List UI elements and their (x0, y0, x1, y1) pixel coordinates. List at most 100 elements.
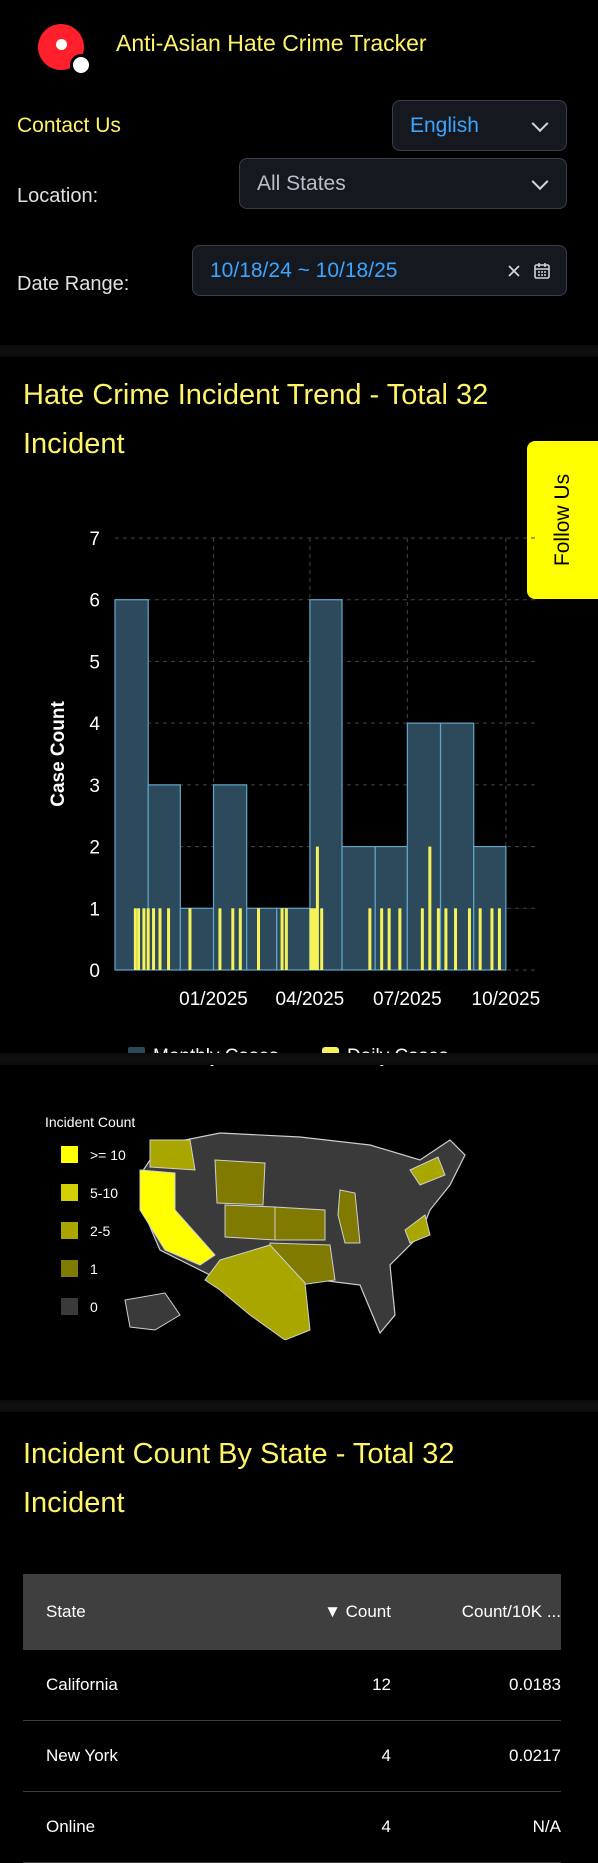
daily-bar (238, 908, 242, 970)
daily-bar (420, 908, 424, 970)
date-range-label: Date Range: (17, 273, 130, 295)
daily-bar (398, 908, 402, 970)
clear-icon[interactable] (506, 263, 522, 279)
daily-bar (218, 908, 222, 970)
y-tick-label: 7 (89, 529, 100, 550)
app-title: Anti-Asian Hate Crime Tracker (116, 30, 427, 56)
daily-bar (311, 908, 315, 970)
daily-bar (133, 908, 137, 970)
state-illinois[interactable] (337, 1189, 361, 1244)
table-row[interactable]: New York 4 0.0217 (23, 1721, 561, 1792)
daily-bar (142, 908, 146, 970)
y-tick-label: 3 (89, 776, 100, 797)
daily-bar (309, 908, 313, 970)
map-legend-item: 5-10 (61, 1184, 118, 1201)
state-table: State ▼ Count Count/10K ... California 1… (23, 1574, 561, 1863)
daily-bar (380, 908, 384, 970)
map-legend-item: 2-5 (61, 1222, 110, 1239)
monthly-bar (406, 722, 442, 971)
section-divider (0, 1053, 598, 1065)
daily-bar (188, 908, 192, 970)
state-colorado[interactable] (224, 1204, 276, 1241)
legend-swatch (61, 1184, 78, 1201)
legend-swatch (61, 1298, 78, 1315)
trend-title: Hate Crime Incident Trend - Total 32 Inc… (23, 379, 489, 460)
y-tick-label: 1 (89, 899, 100, 920)
map-legend-item: 1 (61, 1260, 98, 1277)
table-header: State ▼ Count Count/10K ... (23, 1574, 561, 1650)
daily-bar (454, 908, 458, 970)
location-select[interactable]: All States (239, 158, 567, 209)
state-california[interactable] (139, 1169, 216, 1266)
map-legend-item: >= 10 (61, 1146, 126, 1163)
us-map[interactable] (120, 1115, 480, 1340)
section-divider (0, 345, 598, 357)
cell-count: 12 (372, 1675, 391, 1694)
daily-bar (231, 908, 235, 970)
x-tick-label: 04/2025 (276, 989, 345, 1010)
legend-swatch (61, 1260, 78, 1277)
follow-us-button[interactable]: Follow Us (527, 441, 598, 599)
daily-bar (158, 908, 162, 970)
state-new-york[interactable] (409, 1156, 446, 1186)
sort-desc-icon: ▼ (324, 1602, 341, 1621)
legend-label: >= 10 (90, 1146, 126, 1163)
monthly-bar (179, 907, 215, 971)
logo-white-ring (70, 54, 92, 76)
daily-bar (146, 908, 150, 970)
daily-bar (284, 908, 288, 970)
language-select[interactable]: English (392, 100, 567, 151)
state-oregon[interactable] (149, 1139, 196, 1171)
state-table-title: Incident Count By State - Total 32 Incid… (23, 1438, 455, 1519)
state-virginia[interactable] (404, 1214, 431, 1244)
cell-state: California (46, 1675, 118, 1694)
location-label: Location: (17, 185, 99, 207)
daily-bar (256, 908, 260, 970)
daily-bar (280, 908, 284, 970)
location-value: All States (257, 171, 346, 195)
contact-us-link[interactable]: Contact Us (17, 114, 121, 137)
cell-per-10k: N/A (532, 1817, 561, 1836)
x-tick-label: 10/2025 (472, 989, 541, 1010)
daily-bar (167, 908, 171, 970)
cell-count: 4 (381, 1746, 391, 1765)
daily-bar (444, 908, 448, 970)
daily-bar (490, 908, 494, 970)
daily-bar (436, 908, 440, 970)
date-range-picker[interactable]: 10/18/24 ~ 10/18/25 (192, 245, 567, 296)
trend-chart: 0 1 2 3 4 5 6 7 01/2025 04/2025 07/2025 10/2025 Case… (48, 529, 541, 1067)
daily-bar (320, 908, 324, 970)
chevron-down-icon (531, 114, 549, 132)
calendar-icon[interactable] (533, 262, 551, 280)
header-count[interactable]: ▼ Count (266, 1602, 391, 1622)
monthly-bar (246, 907, 278, 971)
daily-bar (467, 908, 471, 970)
state-wyoming[interactable] (214, 1159, 266, 1206)
chevron-down-icon (531, 172, 549, 190)
daily-bar (315, 846, 319, 970)
cell-count: 4 (381, 1817, 391, 1836)
table-row[interactable]: California 12 0.0183 (23, 1650, 561, 1721)
header-per-10k[interactable]: Count/10K ... (461, 1602, 561, 1621)
y-tick-label: 6 (89, 591, 100, 612)
monthly-bar (473, 845, 507, 971)
legend-swatch (61, 1222, 78, 1239)
y-axis-label: Case Count (48, 701, 69, 807)
legend-label: 1 (90, 1260, 98, 1277)
x-tick-label: 07/2025 (373, 989, 442, 1010)
header-state[interactable]: State (46, 1602, 86, 1621)
daily-bar (313, 908, 317, 970)
y-tick-label: 2 (89, 838, 100, 859)
state-kansas[interactable] (274, 1206, 326, 1241)
language-value: English (410, 113, 479, 137)
cell-per-10k: 0.0183 (509, 1675, 561, 1694)
header-count-label: Count (345, 1602, 391, 1621)
x-tick-label: 01/2025 (179, 989, 248, 1010)
date-range-value: 10/18/24 ~ 10/18/25 (210, 258, 398, 282)
daily-bar (497, 908, 501, 970)
monthly-bar (374, 845, 408, 971)
daily-bar (478, 908, 482, 970)
state-texas[interactable] (204, 1244, 311, 1340)
daily-bar (152, 908, 156, 970)
state-alaska[interactable] (124, 1292, 181, 1331)
